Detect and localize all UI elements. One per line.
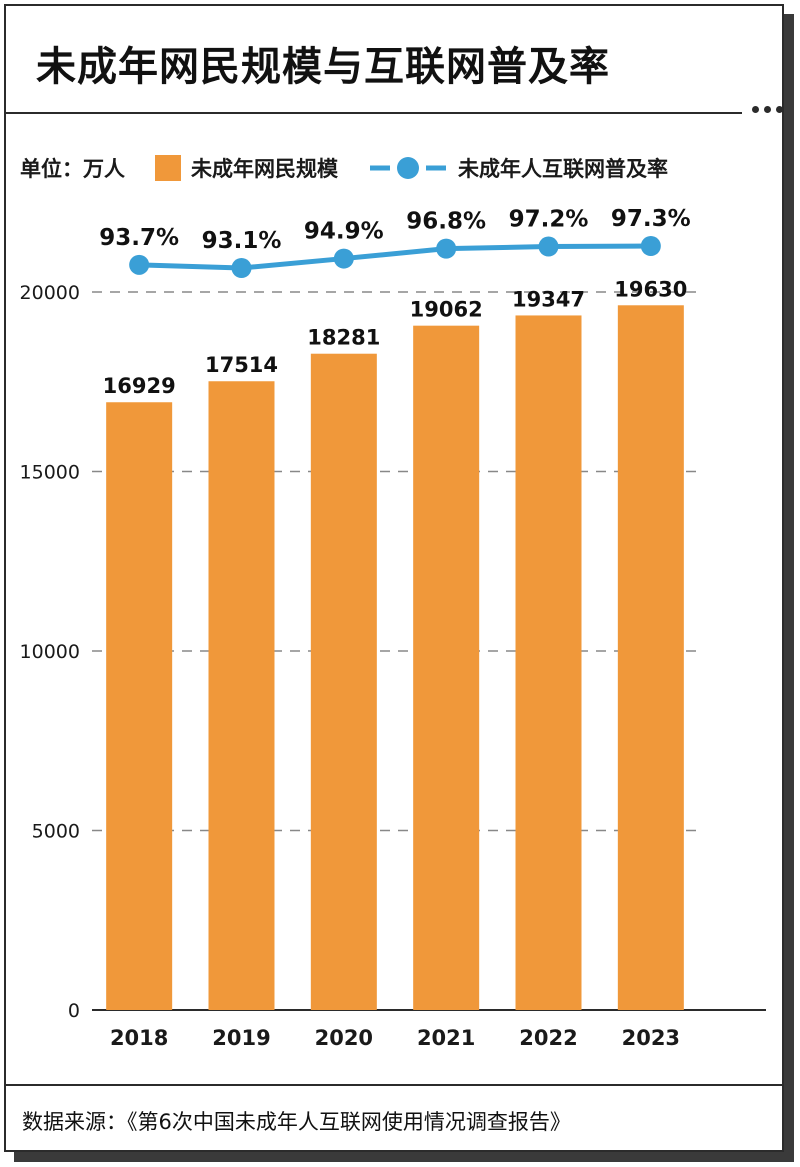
- bar-value-label: 19347: [512, 287, 585, 311]
- legend: 单位：万人 未成年网民规模 未成年人互联网普及率: [20, 150, 780, 186]
- rate-point: [640, 236, 661, 256]
- bar-value-label: 16929: [103, 374, 176, 398]
- y-tick-label: 10000: [20, 641, 80, 663]
- rate-point: [538, 236, 559, 257]
- rate-value-label: 96.8%: [406, 209, 486, 235]
- bar: [515, 315, 582, 1010]
- rate-point: [231, 258, 252, 278]
- x-tick-label: 2023: [622, 1026, 680, 1050]
- bar: [310, 353, 377, 1010]
- x-tick-label: 2019: [212, 1026, 270, 1050]
- bar-legend-label: 未成年网民规模: [191, 157, 338, 181]
- y-tick-label: 0: [68, 1000, 80, 1022]
- bar-value-label: 18281: [307, 326, 380, 350]
- bar-value-label: 17514: [205, 353, 278, 377]
- chart-card: 未成年网民规模与互联网普及率 单位：万人 未成年网民规模 未成年人互联网普及率 …: [4, 4, 784, 1152]
- line-legend-key-icon: [370, 157, 446, 179]
- chart-title: 未成年网民规模与互联网普及率: [36, 44, 610, 90]
- bar: [617, 305, 684, 1011]
- bar: [413, 325, 480, 1010]
- rate-line: [139, 243, 651, 271]
- footer-divider: [6, 1084, 782, 1086]
- chart-plot: 0 5000 10000 15000 20000 16929 2018 17514 2019 18…: [20, 206, 766, 1050]
- more-dots-icon: [752, 106, 783, 113]
- bar: [106, 402, 173, 1010]
- rate-value-label: 93.1%: [202, 228, 282, 254]
- rate-point: [333, 248, 354, 269]
- rate-value-label: 94.9%: [304, 219, 384, 245]
- x-tick-label: 2018: [110, 1026, 168, 1050]
- y-tick-label: 15000: [20, 462, 80, 484]
- rate-value-label: 97.3%: [611, 206, 691, 232]
- unit-label: 单位：万人: [20, 157, 125, 181]
- x-tick-label: 2020: [315, 1026, 373, 1050]
- y-tick-label: 20000: [20, 282, 80, 304]
- rate-value-label: 97.2%: [509, 207, 589, 233]
- line-legend-label: 未成年人互联网普及率: [458, 157, 668, 181]
- source-note: 数据来源：《第6次中国未成年人互联网使用情况调查报告》: [22, 1110, 571, 1134]
- x-tick-label: 2021: [417, 1026, 475, 1050]
- y-tick-label: 5000: [32, 821, 80, 843]
- x-tick-label: 2022: [519, 1026, 577, 1050]
- bar-legend-swatch: [155, 155, 181, 181]
- title-divider: [6, 112, 742, 114]
- bar-value-label: 19062: [410, 298, 483, 322]
- rate-point: [129, 254, 150, 275]
- bar-value-label: 19630: [614, 277, 687, 301]
- rate-point: [436, 238, 457, 259]
- rate-value-label: 93.7%: [99, 225, 179, 251]
- bar: [208, 381, 275, 1010]
